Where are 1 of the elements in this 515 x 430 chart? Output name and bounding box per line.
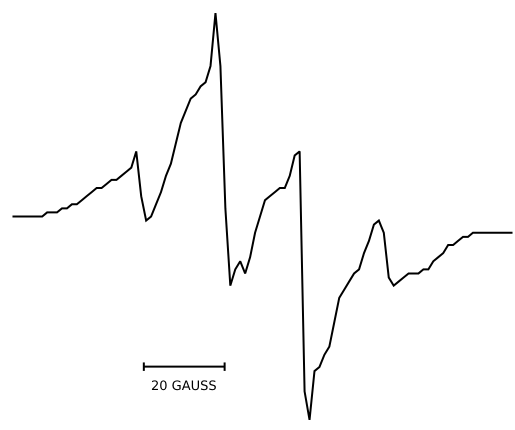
annotation: 20 GAUSS bbox=[151, 379, 217, 394]
